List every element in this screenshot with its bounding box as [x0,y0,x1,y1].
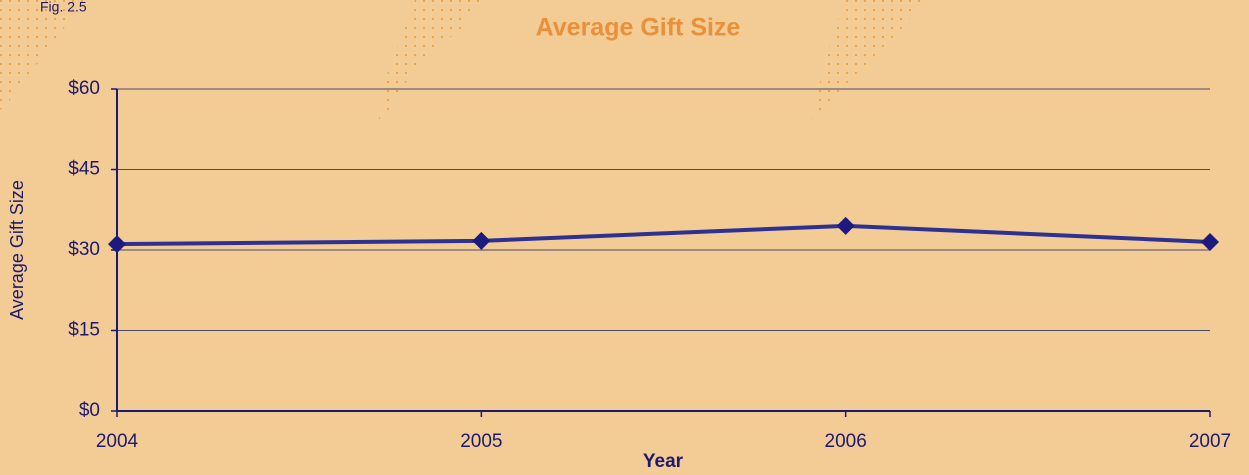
y-tick-label: $0 [79,400,100,421]
y-tick-label: $45 [68,159,100,180]
x-tick-label: 2007 [1189,431,1231,452]
decor-dots [378,0,480,125]
x-tick-label: 2005 [460,431,502,452]
figure-label: Fig. 2.5 [40,0,87,15]
decor-dots [0,0,85,110]
data-point [1201,232,1219,251]
x-tick-label: 2004 [96,431,139,452]
y-tick-label: $30 [68,239,100,260]
data-point [836,216,855,235]
y-tick-label: $60 [68,78,100,99]
decor-dots [810,0,925,125]
data-line [116,223,1211,247]
chart-title: Average Gift Size [536,14,741,42]
data-point [472,231,491,250]
data-point [108,235,126,254]
x-tick-label: 2006 [825,431,867,452]
y-axis-label: Average Gift Size [7,180,27,320]
x-axis-label: Year [643,451,684,472]
y-tick-label: $15 [68,320,100,341]
